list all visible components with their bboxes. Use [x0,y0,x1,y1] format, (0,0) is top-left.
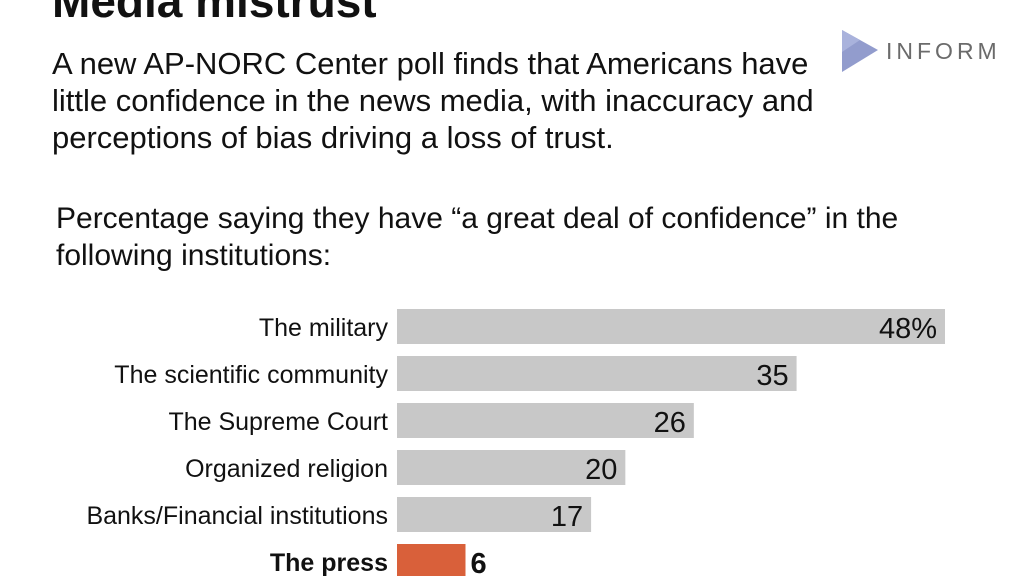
chart-question: Percentage saying they have “a great dea… [56,202,899,272]
category-label-the-press: The press [270,549,388,576]
category-label-the-supreme-court: The Supreme Court [168,408,388,436]
value-label-the-supreme-court: 26 [654,407,686,439]
value-label-banks-financial-institutions: 17 [551,501,583,533]
inform-triangle-logo-icon [842,30,878,72]
value-label-the-military: 48% [879,313,937,345]
category-label-the-scientific-community: The scientific community [114,361,388,389]
chart-subtitle: A new AP-NORC Center poll finds that Ame… [52,46,814,155]
value-label-the-press: 6 [471,548,487,576]
bar-the-press [397,544,466,576]
bar-the-supreme-court [397,403,694,438]
bar-the-military [397,309,945,344]
category-label-banks-financial-institutions: Banks/Financial institutions [86,502,388,530]
chart-title: Media mistrust [52,0,377,27]
bar-the-scientific-community [397,356,797,391]
inform-logo: INFORM [838,28,1018,78]
bar-banks-financial-institutions [397,497,592,532]
bar-organized-religion [397,450,626,485]
logo-text: INFORM [886,38,1001,64]
value-label-organized-religion: 20 [585,454,617,486]
category-label-the-military: The military [259,314,389,342]
category-label-organized-religion: Organized religion [185,455,388,483]
value-label-the-scientific-community: 35 [756,360,788,392]
